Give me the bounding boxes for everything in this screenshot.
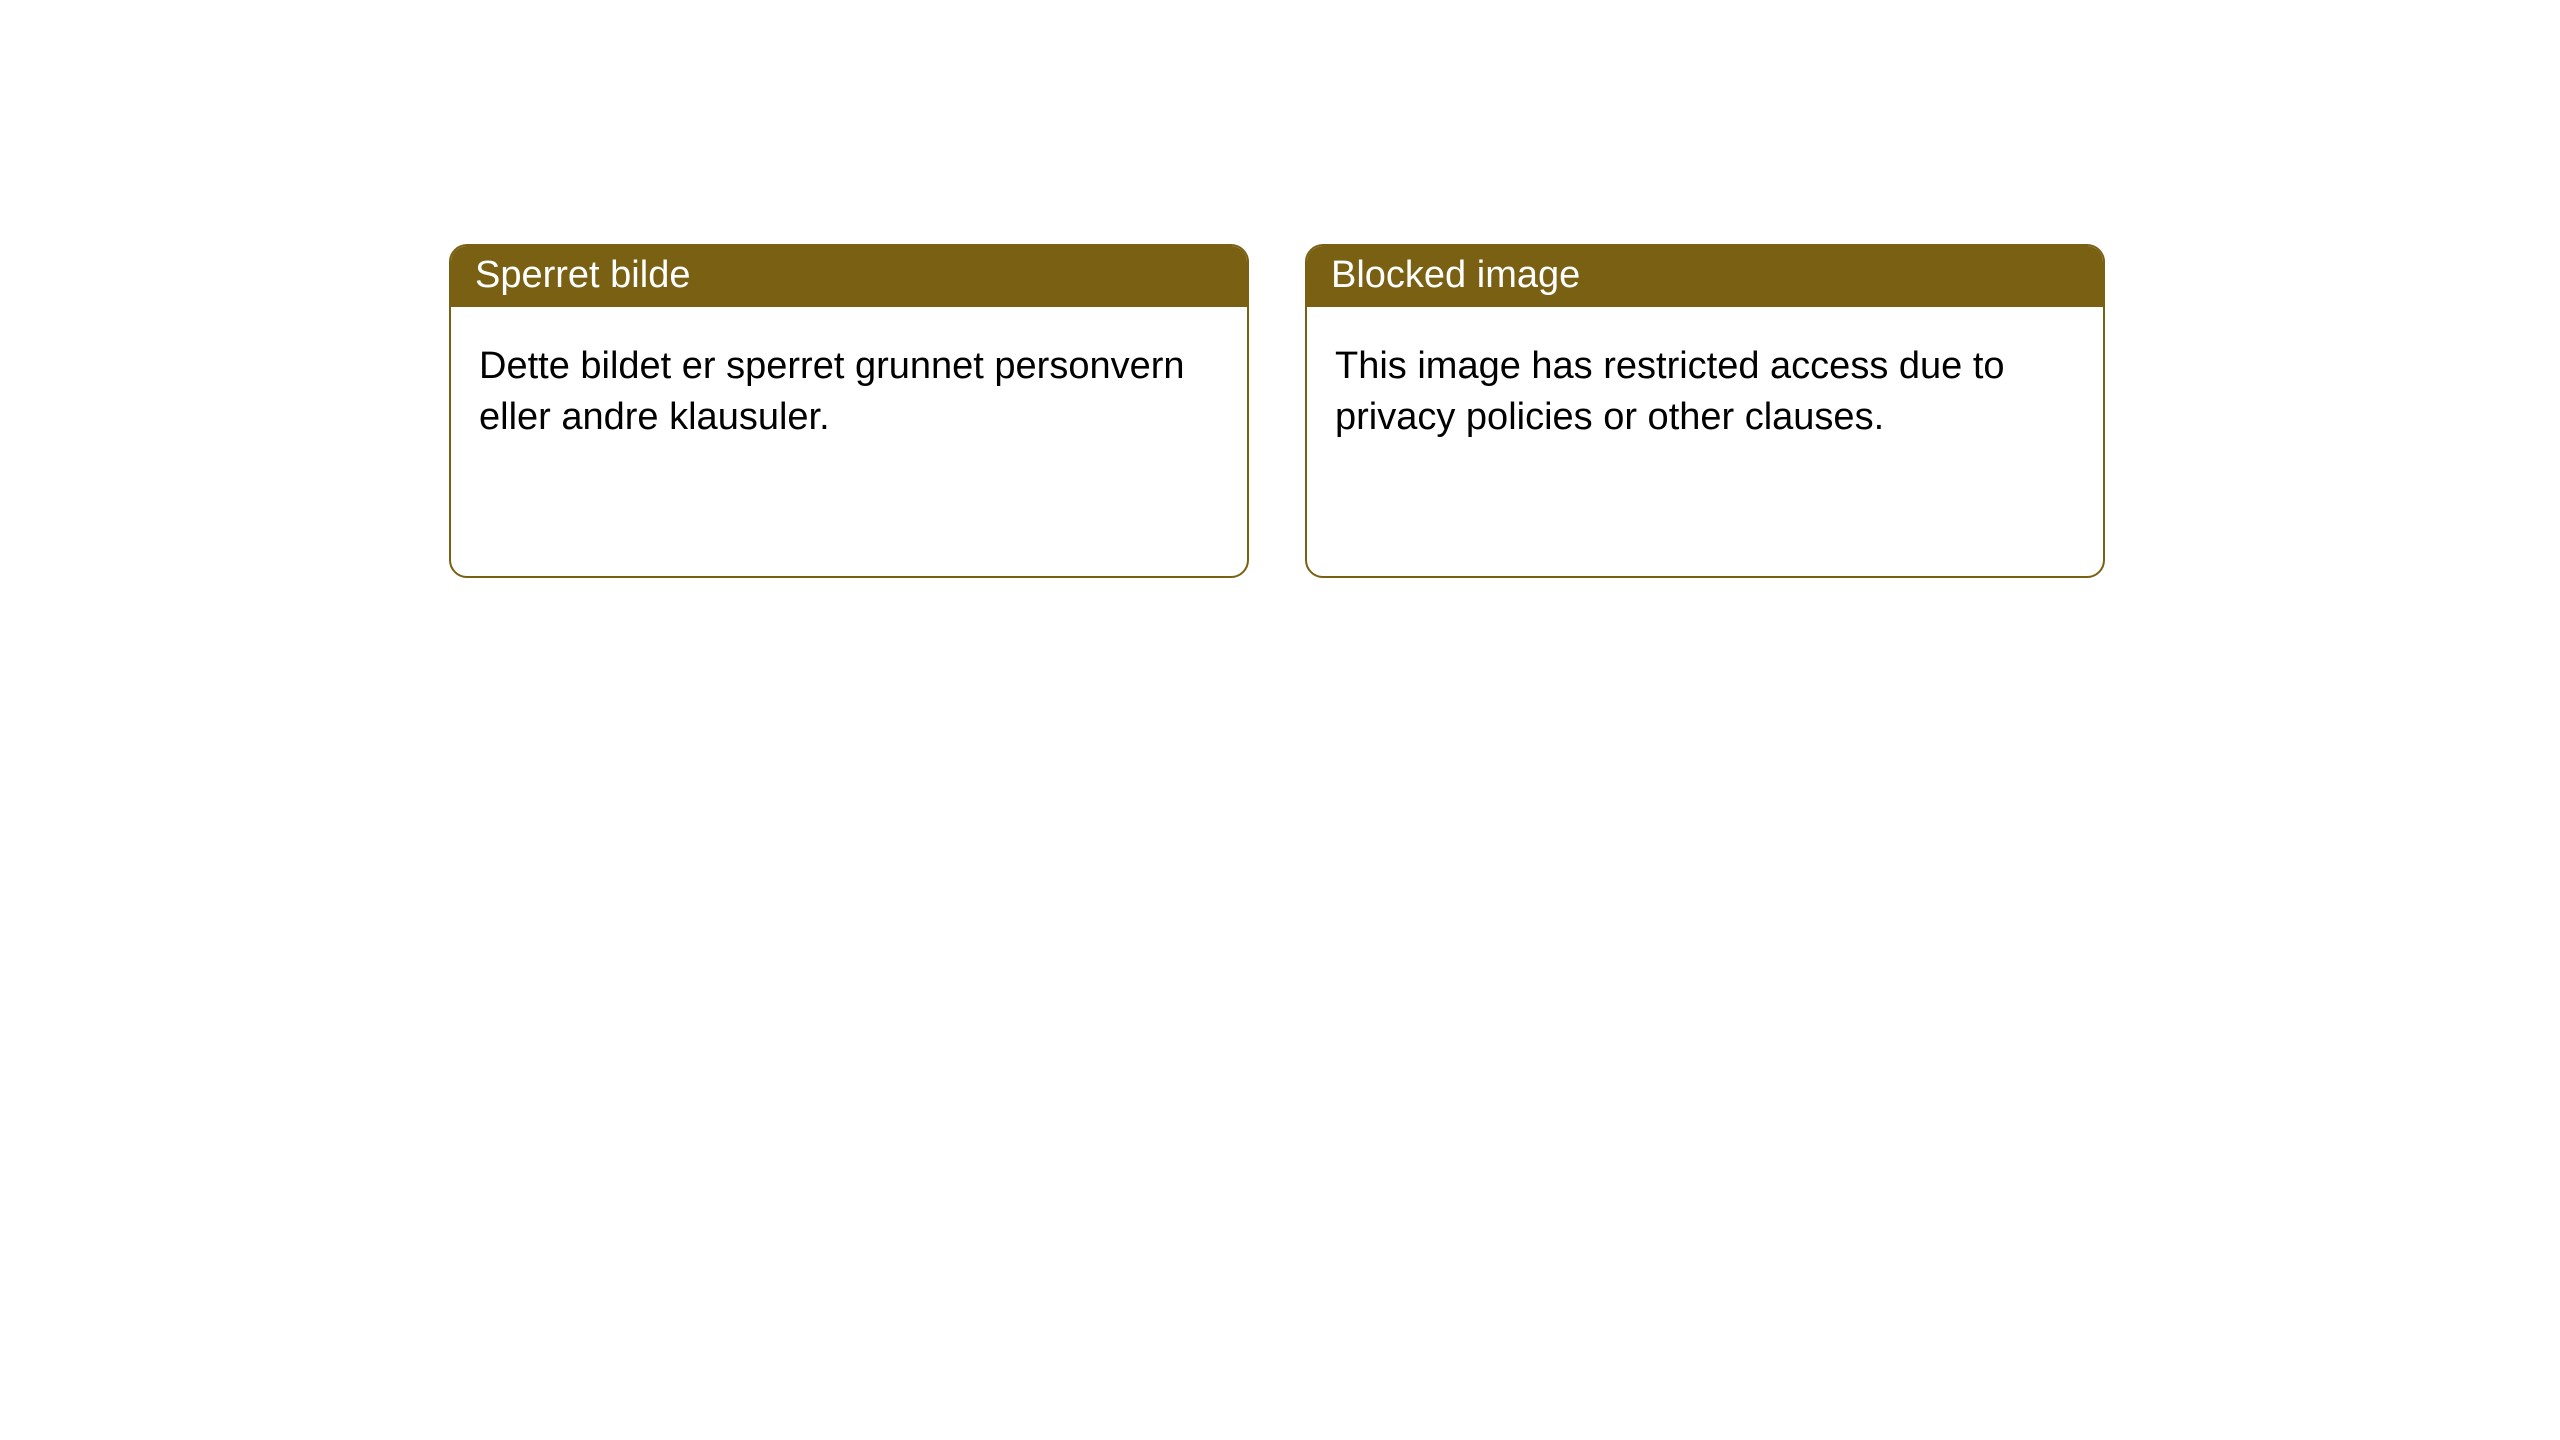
notice-header-english: Blocked image: [1307, 246, 2103, 307]
notice-container: Sperret bilde Dette bildet er sperret gr…: [449, 244, 2105, 578]
notice-card-norwegian: Sperret bilde Dette bildet er sperret gr…: [449, 244, 1249, 578]
notice-body-english: This image has restricted access due to …: [1307, 307, 2103, 478]
notice-card-english: Blocked image This image has restricted …: [1305, 244, 2105, 578]
notice-header-norwegian: Sperret bilde: [451, 246, 1247, 307]
notice-body-norwegian: Dette bildet er sperret grunnet personve…: [451, 307, 1247, 478]
